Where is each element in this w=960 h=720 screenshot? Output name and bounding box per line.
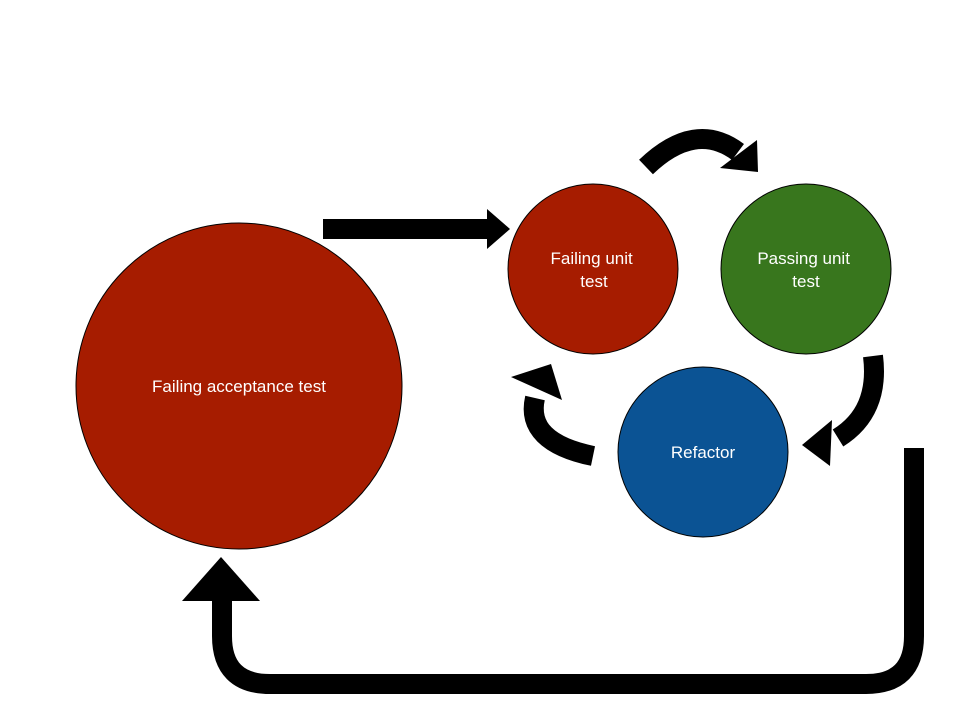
arrow-acceptance-to-failing-unit: [323, 209, 510, 249]
refactor-node: [617, 366, 789, 538]
arrow-passing-to-refactor: [802, 354, 884, 466]
passing-unit-test-label: Passing unit test: [757, 249, 854, 291]
failing-acceptance-test-node: [75, 222, 403, 550]
failing-unit-test-label: Failing unit test: [551, 249, 638, 291]
arrow-failing-to-passing: [639, 129, 758, 175]
arrow-refactor-to-failing: [511, 364, 596, 466]
refactor-label: Refactor: [671, 443, 736, 462]
failing-unit-test-node: [507, 183, 679, 355]
passing-unit-test-node: [720, 183, 892, 355]
arrow-return-to-acceptance: [182, 448, 924, 694]
failing-acceptance-test-label: Failing acceptance test: [152, 377, 326, 396]
